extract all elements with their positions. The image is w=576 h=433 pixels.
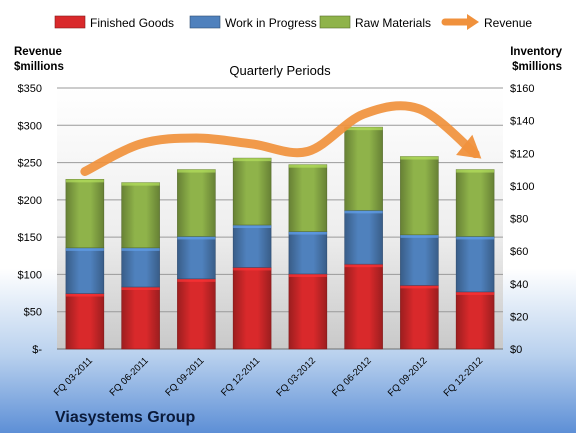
bar-highlight — [177, 278, 216, 282]
bar-highlight — [400, 234, 439, 238]
right-tick-label: $40 — [510, 279, 528, 291]
legend-swatch-work-in-progress — [189, 15, 221, 29]
chart-title: Quarterly Periods — [229, 63, 331, 78]
bar-finished-goods — [400, 285, 439, 350]
right-axis-title-line2: $millions — [512, 61, 562, 73]
left-axis-title-line1: Revenue — [14, 46, 62, 58]
bar-raw-materials — [344, 126, 383, 211]
bar-highlight — [233, 158, 272, 162]
bar-work-in-progress — [455, 236, 495, 293]
bar-work-in-progress — [177, 236, 216, 280]
company-name: Viasystems Group — [55, 409, 195, 426]
bar-finished-goods — [288, 273, 328, 350]
bar-work-in-progress — [288, 231, 328, 275]
bar-finished-goods — [121, 286, 160, 350]
right-tick-label: $60 — [510, 246, 528, 258]
bar-highlight — [177, 236, 216, 240]
bar-finished-goods — [455, 291, 495, 350]
bar-finished-goods — [232, 267, 272, 350]
bar-highlight — [65, 247, 104, 251]
bar-highlight — [456, 291, 495, 295]
right-axis-title-line1: Inventory — [510, 46, 562, 58]
bar-highlight — [65, 179, 104, 183]
bar-highlight — [456, 169, 495, 173]
bars — [65, 126, 495, 350]
bar-highlight — [288, 231, 327, 235]
legend-label: Revenue — [484, 16, 532, 30]
right-tick-label: $100 — [510, 181, 534, 193]
revenue-line — [80, 101, 480, 177]
bar-highlight — [344, 127, 383, 131]
bar-highlight — [121, 287, 160, 291]
legend-label: Raw Materials — [355, 16, 431, 30]
revenue-line-layer — [80, 101, 482, 177]
bar-finished-goods — [65, 293, 105, 350]
bar-raw-materials — [455, 169, 495, 237]
left-tick-label: $100 — [18, 269, 42, 281]
bar-highlight — [400, 285, 439, 289]
right-tick-label: $20 — [510, 311, 528, 323]
legend-arrow-revenue — [467, 14, 479, 30]
left-tick-label: $50 — [24, 307, 42, 319]
right-tick-label: $160 — [510, 83, 534, 95]
bar-raw-materials — [121, 182, 160, 249]
bar-finished-goods — [344, 263, 383, 350]
bar-work-in-progress — [400, 234, 439, 286]
bar-work-in-progress — [232, 224, 272, 268]
left-tick-label: $350 — [18, 83, 42, 95]
legend: Finished Goods Work in Progress Raw Materi… — [54, 14, 532, 30]
bar-work-in-progress — [344, 210, 383, 265]
legend-label: Work in Progress — [225, 16, 317, 30]
legend-label: Finished Goods — [90, 16, 174, 30]
bar-work-in-progress — [65, 247, 105, 294]
right-tick-label: $80 — [510, 214, 528, 226]
bar-raw-materials — [65, 179, 105, 249]
left-tick-label: $200 — [18, 195, 42, 207]
left-tick-label: $250 — [18, 158, 42, 170]
revenue-arrowhead — [456, 134, 482, 159]
bar-raw-materials — [288, 164, 328, 232]
bar-highlight — [400, 156, 439, 160]
right-tick-label: $140 — [510, 116, 534, 128]
bar-highlight — [288, 164, 327, 168]
right-tick-label: $0 — [510, 344, 522, 356]
bar-highlight — [121, 247, 160, 251]
bar-finished-goods — [177, 278, 216, 350]
bar-highlight — [233, 225, 272, 229]
left-tick-label: $150 — [18, 232, 42, 244]
left-tick-label: $300 — [18, 120, 42, 132]
bar-highlight — [288, 273, 327, 277]
right-tick-label: $120 — [510, 148, 534, 160]
left-axis-title-line2: $millions — [14, 61, 64, 73]
bar-highlight — [456, 236, 495, 240]
bar-highlight — [233, 267, 272, 271]
legend-swatch-finished-goods — [54, 15, 86, 29]
bar-highlight — [177, 169, 216, 173]
bar-work-in-progress — [121, 247, 160, 288]
bar-highlight — [65, 293, 104, 297]
legend-swatch-raw-materials — [319, 15, 351, 29]
bar-highlight — [344, 264, 383, 268]
bar-raw-materials — [232, 157, 272, 226]
bar-highlight — [344, 210, 383, 214]
bar-raw-materials — [177, 169, 216, 237]
bar-highlight — [121, 182, 160, 186]
bar-raw-materials — [400, 156, 439, 236]
left-tick-label: $- — [32, 344, 42, 356]
